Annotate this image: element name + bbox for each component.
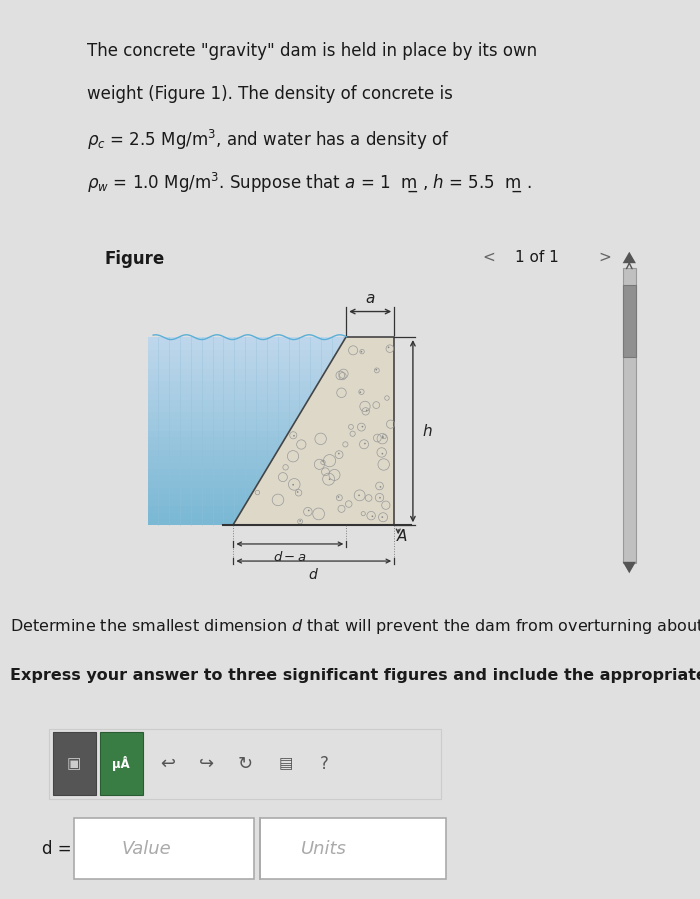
Text: $d$: $d$ [308,567,319,583]
Bar [148,413,346,419]
Polygon shape [234,337,394,525]
Bar [100,732,143,796]
Bar [623,284,636,357]
Bar [148,468,346,475]
Circle shape [372,515,373,517]
Circle shape [366,409,368,411]
Text: $\rho_w$ = 1.0 Mg/m$^3$. Suppose that $a$ = 1  m̲ , $h$ = 5.5  m̲ .: $\rho_w$ = 1.0 Mg/m$^3$. Suppose that $a… [87,170,531,193]
Bar [148,425,346,432]
Text: d =: d = [42,840,72,858]
Text: Determine the smallest dimension $d$ that will prevent the dam from overturning : Determine the smallest dimension $d$ tha… [10,618,700,636]
Text: $a$: $a$ [365,291,375,307]
Text: ▤: ▤ [279,756,293,771]
Text: ▣: ▣ [67,756,81,771]
Bar [148,400,346,406]
Bar [148,387,346,394]
Bar [148,512,346,519]
Circle shape [388,346,389,348]
Circle shape [362,426,363,428]
Text: ?: ? [320,755,328,773]
Text: $d - a$: $d - a$ [273,550,307,564]
Bar [53,732,95,796]
Bar [148,475,346,481]
Text: The concrete "gravity" dam is held in place by its own: The concrete "gravity" dam is held in pl… [87,42,537,60]
Circle shape [329,478,330,480]
Bar [148,519,346,525]
Bar [148,419,346,425]
Circle shape [337,496,340,498]
Bar [148,343,346,350]
Text: ↪: ↪ [199,755,214,773]
Circle shape [379,497,381,499]
Bar [148,487,346,494]
Bar [148,375,346,381]
Text: $\rho_c$ = 2.5 Mg/m$^3$, and water has a density of: $\rho_c$ = 2.5 Mg/m$^3$, and water has a… [87,128,450,152]
Text: <: < [482,250,495,265]
Circle shape [293,435,295,437]
Bar [148,444,346,450]
Text: weight (Figure 1). The density of concrete is: weight (Figure 1). The density of concre… [87,85,453,103]
Bar [148,494,346,500]
Polygon shape [623,562,636,574]
Bar [74,818,253,879]
Bar [623,268,636,564]
Text: >: > [598,250,611,265]
Circle shape [382,516,383,518]
Text: $h$: $h$ [423,423,433,440]
Text: Value: Value [121,840,171,858]
Bar [148,381,346,387]
Text: ↻: ↻ [237,755,253,773]
Text: Units: Units [300,840,346,858]
Circle shape [358,494,360,496]
Circle shape [382,453,383,455]
Bar [148,456,346,462]
Bar [148,406,346,413]
Polygon shape [623,252,636,263]
Circle shape [308,510,309,512]
Circle shape [359,391,361,393]
Text: $A$: $A$ [396,528,408,544]
Bar [148,500,346,506]
Bar [148,362,346,369]
Bar [148,481,346,487]
Bar [148,369,346,375]
Bar [148,506,346,512]
Bar [260,818,446,879]
Bar [148,356,346,362]
Circle shape [375,369,377,370]
Bar [148,432,346,438]
Text: Express your answer to three significant figures and include the appropriate uni: Express your answer to three significant… [10,668,700,683]
Circle shape [382,437,384,439]
Circle shape [293,484,294,485]
Text: μÅ: μÅ [113,756,130,771]
Circle shape [382,436,384,438]
Bar [48,729,442,799]
Bar [148,394,346,400]
Bar [148,462,346,468]
Text: 1 of 1: 1 of 1 [515,250,559,265]
Text: ↩: ↩ [160,755,176,773]
Text: Figure: Figure [105,250,165,268]
Circle shape [297,491,298,493]
Bar [148,438,346,444]
Bar [148,450,346,456]
Circle shape [322,460,324,462]
Circle shape [338,453,339,454]
Circle shape [360,351,363,352]
Circle shape [379,486,382,488]
Circle shape [364,442,366,444]
Bar [148,337,346,343]
Bar [148,350,346,356]
